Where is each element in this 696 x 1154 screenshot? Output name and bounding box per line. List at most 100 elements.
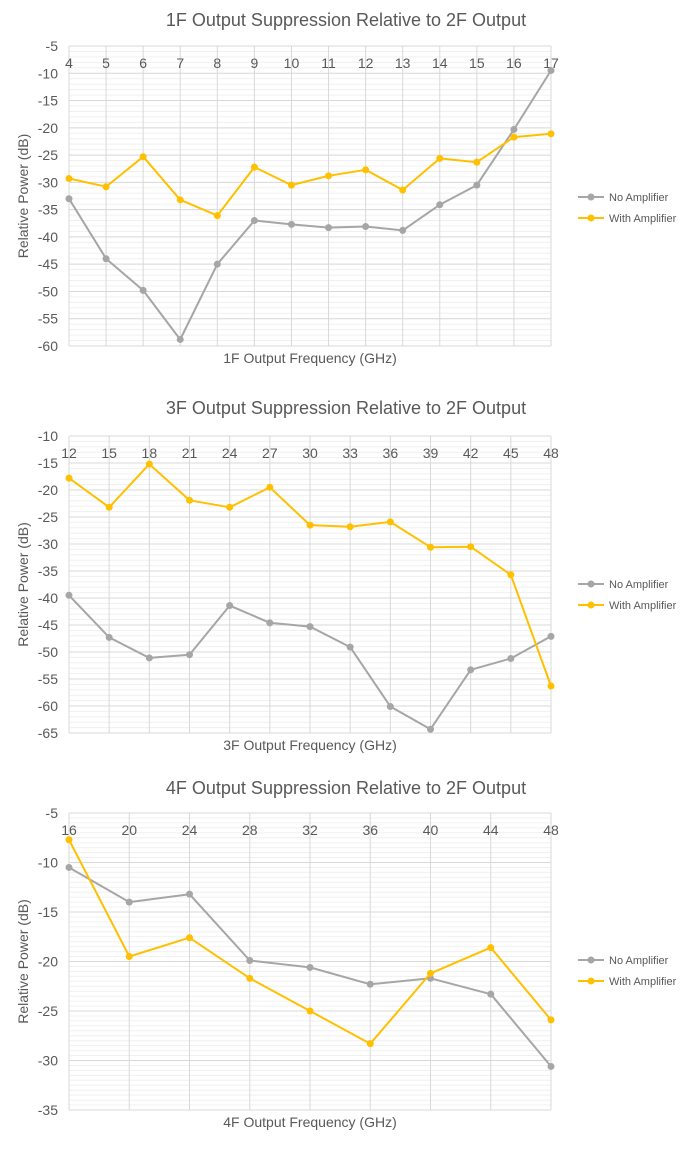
series-no-amplifier <box>65 591 555 733</box>
x-tick-label: 48 <box>543 445 559 461</box>
x-tick-label: 12 <box>358 55 374 71</box>
data-point <box>145 654 153 662</box>
y-tick-label: -45 <box>38 617 58 633</box>
x-tick-label: 40 <box>423 822 439 838</box>
x-tick-label: 18 <box>142 445 158 461</box>
x-tick-label: 8 <box>213 55 221 71</box>
data-point <box>226 503 234 511</box>
data-point <box>176 335 184 343</box>
legend-label: No Amplifier <box>609 192 669 204</box>
y-tick-label: -10 <box>38 428 58 444</box>
data-point <box>306 521 314 529</box>
data-point <box>139 286 147 294</box>
data-point <box>366 980 374 988</box>
data-point <box>473 158 481 166</box>
data-point <box>547 1062 555 1070</box>
x-tick-label: 10 <box>284 55 300 71</box>
data-point <box>436 201 444 209</box>
x-tick-label: 20 <box>121 822 137 838</box>
data-point <box>507 654 515 662</box>
x-axis-label: 1F Output Frequency (GHz) <box>223 350 397 366</box>
y-axis-label: Relative Power (dB) <box>15 899 31 1024</box>
legend-label: No Amplifier <box>609 955 669 967</box>
data-point <box>186 651 193 659</box>
legend-marker <box>587 956 595 964</box>
data-point <box>65 474 73 482</box>
x-tick-label: 4 <box>65 55 73 71</box>
data-point <box>105 503 113 511</box>
y-tick-label: -60 <box>38 338 58 354</box>
x-tick-label: 27 <box>262 445 278 461</box>
data-point <box>266 483 274 491</box>
x-tick-label: 48 <box>543 822 559 838</box>
x-tick-label: 14 <box>432 55 448 71</box>
data-point <box>427 543 434 551</box>
data-point <box>266 619 274 627</box>
data-point <box>186 934 193 942</box>
data-point <box>287 181 295 189</box>
minor-gridlines <box>69 45 551 347</box>
data-point <box>213 260 221 268</box>
legend: No Amplifier With Amplifier <box>578 192 677 225</box>
legend-label: No Amplifier <box>609 579 669 591</box>
data-point <box>467 543 475 551</box>
series-no-amplifier <box>65 863 555 1070</box>
data-point <box>473 181 481 189</box>
y-tick-label: -45 <box>38 256 58 272</box>
x-tick-label: 44 <box>483 822 499 838</box>
series-line <box>68 132 552 217</box>
data-point <box>186 496 193 504</box>
data-point <box>250 163 258 171</box>
series-line <box>68 69 552 341</box>
y-tick-label: -15 <box>38 904 58 920</box>
chart-3: -5 -10 -15 -20 -25 -30 -35 16 20 24 28 32 36 40 44 48 4F… <box>15 778 677 1130</box>
y-tick-label: -35 <box>38 1102 58 1118</box>
legend-label: With Amplifier <box>609 600 677 612</box>
data-point <box>139 153 147 161</box>
y-tick-label: -25 <box>38 1003 58 1019</box>
data-point <box>246 957 254 965</box>
data-point <box>399 186 407 194</box>
legend-marker <box>587 977 595 985</box>
data-point <box>436 154 444 162</box>
y-axis-label: Relative Power (dB) <box>15 134 31 259</box>
x-tick-label: 39 <box>423 445 439 461</box>
y-tick-label: -30 <box>38 1053 58 1069</box>
vertical-gridlines <box>68 46 552 346</box>
x-tick-label: 7 <box>176 55 184 71</box>
data-point <box>399 226 407 234</box>
data-point <box>306 623 314 631</box>
data-point <box>547 1016 555 1024</box>
chart-title: 1F Output Suppression Relative to 2F Out… <box>166 10 526 30</box>
y-tick-label: -25 <box>38 147 58 163</box>
y-tick-label: -55 <box>38 671 58 687</box>
data-point <box>346 643 354 651</box>
data-point <box>547 67 555 75</box>
x-tick-label: 5 <box>102 55 110 71</box>
x-axis-label: 3F Output Frequency (GHz) <box>223 737 397 753</box>
data-point <box>65 836 73 844</box>
data-point <box>366 1040 374 1048</box>
data-point <box>102 255 110 263</box>
data-point <box>250 217 258 225</box>
legend: No Amplifier With Amplifier <box>578 955 677 988</box>
y-tick-label: -35 <box>38 563 58 579</box>
chart-title: 4F Output Suppression Relative to 2F Out… <box>166 778 526 798</box>
data-point <box>325 172 333 180</box>
chart-1: -5 -10 -15 -20 -25 -30 -35 -40 -45 -50 -55 -60 4 5 6 7 8… <box>15 10 677 366</box>
y-tick-label: -40 <box>38 229 58 245</box>
y-axis-label: Relative Power (dB) <box>15 522 31 647</box>
y-tick-label: -55 <box>38 311 58 327</box>
data-point <box>362 166 370 174</box>
data-point <box>145 460 153 468</box>
vertical-gridlines <box>68 813 552 1110</box>
x-tick-label: 36 <box>383 445 399 461</box>
data-point <box>65 863 73 871</box>
legend-marker <box>587 193 595 201</box>
x-tick-label: 15 <box>101 445 117 461</box>
legend-marker <box>587 601 595 609</box>
series-with-amplifier <box>65 836 555 1048</box>
legend-marker <box>587 214 595 222</box>
data-point <box>547 682 555 690</box>
y-tick-label: -20 <box>38 482 58 498</box>
